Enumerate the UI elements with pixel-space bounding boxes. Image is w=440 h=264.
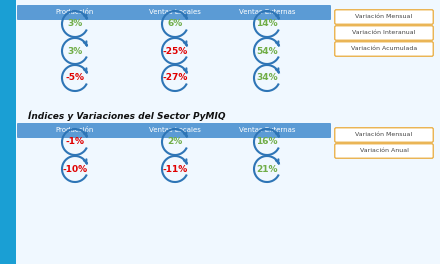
FancyBboxPatch shape — [335, 26, 433, 40]
Text: -5%: -5% — [66, 73, 84, 82]
Text: -10%: -10% — [62, 164, 88, 173]
Text: 16%: 16% — [256, 138, 278, 147]
Text: 3%: 3% — [67, 20, 83, 29]
Text: Variación Acumulada: Variación Acumulada — [351, 46, 417, 51]
FancyBboxPatch shape — [17, 5, 331, 20]
FancyBboxPatch shape — [0, 0, 16, 264]
FancyBboxPatch shape — [335, 128, 433, 142]
Text: 21%: 21% — [256, 164, 278, 173]
Text: 54%: 54% — [256, 46, 278, 55]
FancyBboxPatch shape — [335, 144, 433, 158]
Text: Ventas Externas: Ventas Externas — [239, 128, 295, 134]
Text: Producción: Producción — [56, 10, 94, 16]
Text: 2%: 2% — [167, 138, 183, 147]
Text: 14%: 14% — [256, 20, 278, 29]
Text: Variación Interanual: Variación Interanual — [352, 31, 416, 35]
Text: Variación Anual: Variación Anual — [359, 148, 408, 153]
Text: Ventas Locales: Ventas Locales — [149, 10, 201, 16]
Text: -27%: -27% — [162, 73, 188, 82]
Text: Variación Mensual: Variación Mensual — [356, 15, 413, 20]
FancyBboxPatch shape — [335, 10, 433, 24]
Text: Índices y Variaciones del Sector PyMIQ: Índices y Variaciones del Sector PyMIQ — [28, 111, 225, 121]
Text: Producción: Producción — [56, 128, 94, 134]
Text: 3%: 3% — [67, 46, 83, 55]
Text: -25%: -25% — [162, 46, 187, 55]
Text: Variación Mensual: Variación Mensual — [356, 133, 413, 138]
Text: -1%: -1% — [66, 138, 84, 147]
Text: Ventas Externas: Ventas Externas — [239, 10, 295, 16]
Text: -11%: -11% — [162, 164, 187, 173]
Text: Ventas Locales: Ventas Locales — [149, 128, 201, 134]
FancyBboxPatch shape — [17, 123, 331, 138]
Text: 6%: 6% — [167, 20, 183, 29]
FancyBboxPatch shape — [335, 42, 433, 56]
Text: 34%: 34% — [256, 73, 278, 82]
